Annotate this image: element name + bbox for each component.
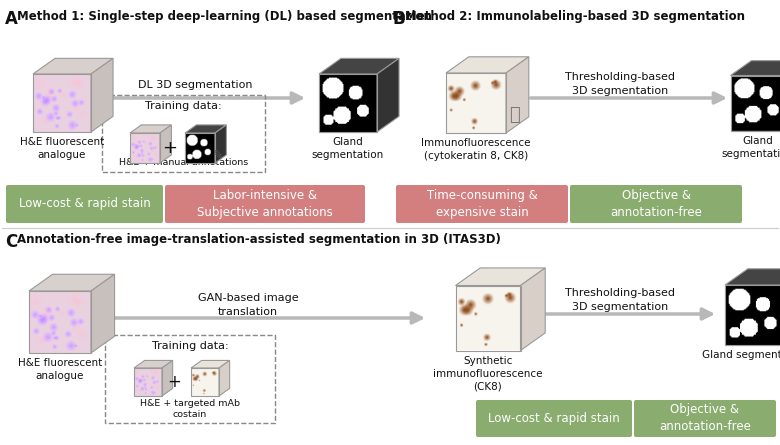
Text: H&E fluorescent
analogue: H&E fluorescent analogue xyxy=(18,358,102,381)
Polygon shape xyxy=(91,58,113,132)
Text: H&E fluorescent
analogue: H&E fluorescent analogue xyxy=(20,137,104,160)
Text: Training data:: Training data: xyxy=(151,341,229,351)
Text: Time-consuming &
expensive stain: Time-consuming & expensive stain xyxy=(427,189,537,219)
FancyBboxPatch shape xyxy=(396,185,568,223)
Text: A: A xyxy=(5,10,18,28)
Polygon shape xyxy=(731,76,780,130)
Text: DL 3D segmentation: DL 3D segmentation xyxy=(138,80,252,90)
Polygon shape xyxy=(191,360,229,368)
Text: +: + xyxy=(167,373,181,391)
Polygon shape xyxy=(130,125,172,133)
Polygon shape xyxy=(134,360,172,368)
Polygon shape xyxy=(185,133,215,163)
Bar xyxy=(102,95,265,172)
Polygon shape xyxy=(162,360,172,396)
Polygon shape xyxy=(725,269,780,285)
Text: H&E + manual annotations: H&E + manual annotations xyxy=(119,158,248,167)
Polygon shape xyxy=(725,285,780,345)
Polygon shape xyxy=(731,61,780,76)
Text: Low-cost & rapid stain: Low-cost & rapid stain xyxy=(19,198,151,210)
Text: ⌛: ⌛ xyxy=(509,106,519,124)
Polygon shape xyxy=(520,268,545,351)
Polygon shape xyxy=(456,268,545,286)
Polygon shape xyxy=(446,57,529,73)
Text: H&E + targeted mAb
costain: H&E + targeted mAb costain xyxy=(140,399,240,419)
Bar xyxy=(105,335,275,423)
Text: B: B xyxy=(393,10,406,28)
FancyBboxPatch shape xyxy=(6,185,163,223)
Polygon shape xyxy=(29,274,115,291)
Polygon shape xyxy=(91,274,115,353)
Text: GAN-based image
translation: GAN-based image translation xyxy=(197,293,298,316)
Polygon shape xyxy=(219,360,229,396)
Polygon shape xyxy=(215,125,226,163)
Text: +: + xyxy=(162,139,178,157)
Text: Method 1: Single-step deep-learning (DL) based segmentation: Method 1: Single-step deep-learning (DL)… xyxy=(17,10,432,23)
Text: Gland
segmentation: Gland segmentation xyxy=(722,135,780,159)
Text: Training data:: Training data: xyxy=(145,101,222,111)
Polygon shape xyxy=(185,125,226,133)
Text: Method 2: Immunolabeling-based 3D segmentation: Method 2: Immunolabeling-based 3D segmen… xyxy=(405,10,745,23)
FancyBboxPatch shape xyxy=(570,185,742,223)
Text: Low-cost & rapid stain: Low-cost & rapid stain xyxy=(488,412,620,425)
Text: Gland segmentation: Gland segmentation xyxy=(702,350,780,360)
Text: ✎: ✎ xyxy=(213,149,223,162)
Text: Thresholding-based
3D segmentation: Thresholding-based 3D segmentation xyxy=(565,288,675,312)
Polygon shape xyxy=(160,125,172,163)
FancyBboxPatch shape xyxy=(165,185,365,223)
Text: Objective &
annotation-free: Objective & annotation-free xyxy=(610,189,702,219)
Text: Objective &
annotation-free: Objective & annotation-free xyxy=(659,404,751,433)
Polygon shape xyxy=(33,58,113,74)
Polygon shape xyxy=(506,57,529,133)
Text: Thresholding-based
3D segmentation: Thresholding-based 3D segmentation xyxy=(565,73,675,96)
Text: Annotation-free image-translation-assisted segmentation in 3D (ITAS3D): Annotation-free image-translation-assist… xyxy=(17,233,501,246)
FancyBboxPatch shape xyxy=(634,400,776,437)
Text: Gland
segmentation: Gland segmentation xyxy=(312,137,384,160)
Polygon shape xyxy=(377,58,399,132)
Text: Immunofluorescence
(cytokeratin 8, CK8): Immunofluorescence (cytokeratin 8, CK8) xyxy=(421,138,530,161)
FancyBboxPatch shape xyxy=(476,400,632,437)
Text: C: C xyxy=(5,233,17,251)
Polygon shape xyxy=(319,74,377,132)
Text: Synthetic
immunofluorescence
(CK8): Synthetic immunofluorescence (CK8) xyxy=(433,356,543,392)
Polygon shape xyxy=(319,58,399,74)
Text: Labor-intensive &
Subjective annotations: Labor-intensive & Subjective annotations xyxy=(197,189,333,219)
